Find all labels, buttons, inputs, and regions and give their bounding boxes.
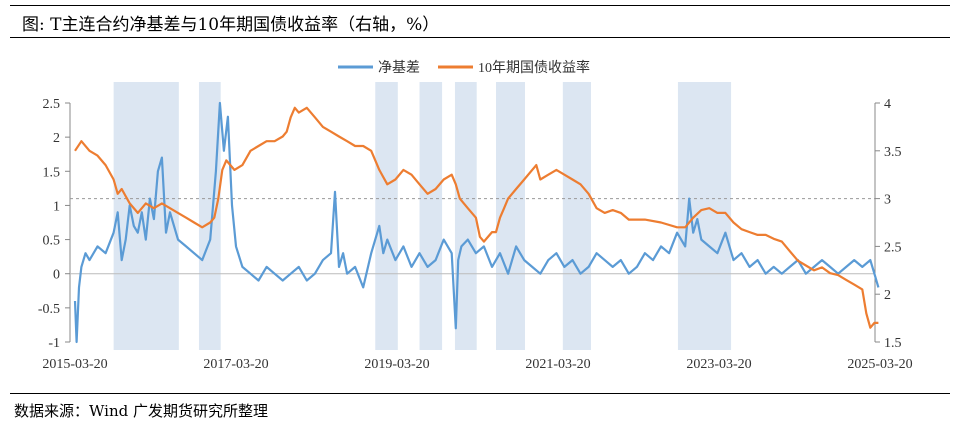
shaded-period	[113, 82, 179, 350]
shaded-period	[454, 82, 477, 350]
right-tick-label: 1.5	[884, 336, 902, 351]
x-tick-label: 2017-03-20	[203, 357, 268, 372]
right-tick-label: 3	[884, 193, 891, 208]
top-rule	[10, 5, 950, 6]
left-tick-label: 2.5	[43, 97, 61, 112]
shaded-period	[677, 82, 732, 350]
legend-label: 10年期国债收益率	[478, 59, 590, 76]
series-line-net-basis	[73, 101, 880, 344]
x-tick-label: 2025-03-20	[847, 357, 912, 372]
right-tick-label: 2	[884, 288, 891, 303]
figure-title: 图: T主连合约净基差与10年期国债收益率（右轴，%）	[22, 15, 440, 35]
series-line-10y-yield	[74, 106, 879, 329]
left-tick-label: 0.5	[43, 234, 61, 249]
shaded-period	[562, 82, 592, 350]
left-tick-label: 2	[53, 131, 60, 146]
line-chart: -1 -0.5 0 0.5 1 1.5 2 2.5 1.5 2 2.5 3 3.5 4 2015-03-20…	[38, 59, 913, 372]
left-tick-label: -1	[48, 336, 60, 351]
right-tick-label: 4	[884, 97, 891, 112]
x-tick-label: 2019-03-20	[364, 357, 429, 372]
x-tick-label: 2021-03-20	[525, 357, 590, 372]
left-tick-label: 1.5	[43, 165, 61, 180]
title-rule	[10, 37, 950, 38]
legend-label: 净基差	[378, 59, 420, 76]
bottom-rule	[10, 393, 950, 394]
right-tick-label: 3.5	[884, 145, 902, 160]
left-tick-label: -0.5	[38, 302, 60, 317]
shaded-period	[375, 82, 398, 350]
x-tick-label: 2023-03-20	[686, 357, 751, 372]
shaded-period	[419, 82, 443, 350]
x-tick-label: 2015-03-20	[42, 357, 107, 372]
left-tick-label: 0	[53, 268, 60, 283]
left-tick-label: 1	[53, 199, 60, 214]
right-tick-label: 2.5	[884, 240, 902, 255]
data-source: 数据来源：Wind 广发期货研究所整理	[14, 402, 268, 420]
shaded-period	[198, 82, 221, 350]
